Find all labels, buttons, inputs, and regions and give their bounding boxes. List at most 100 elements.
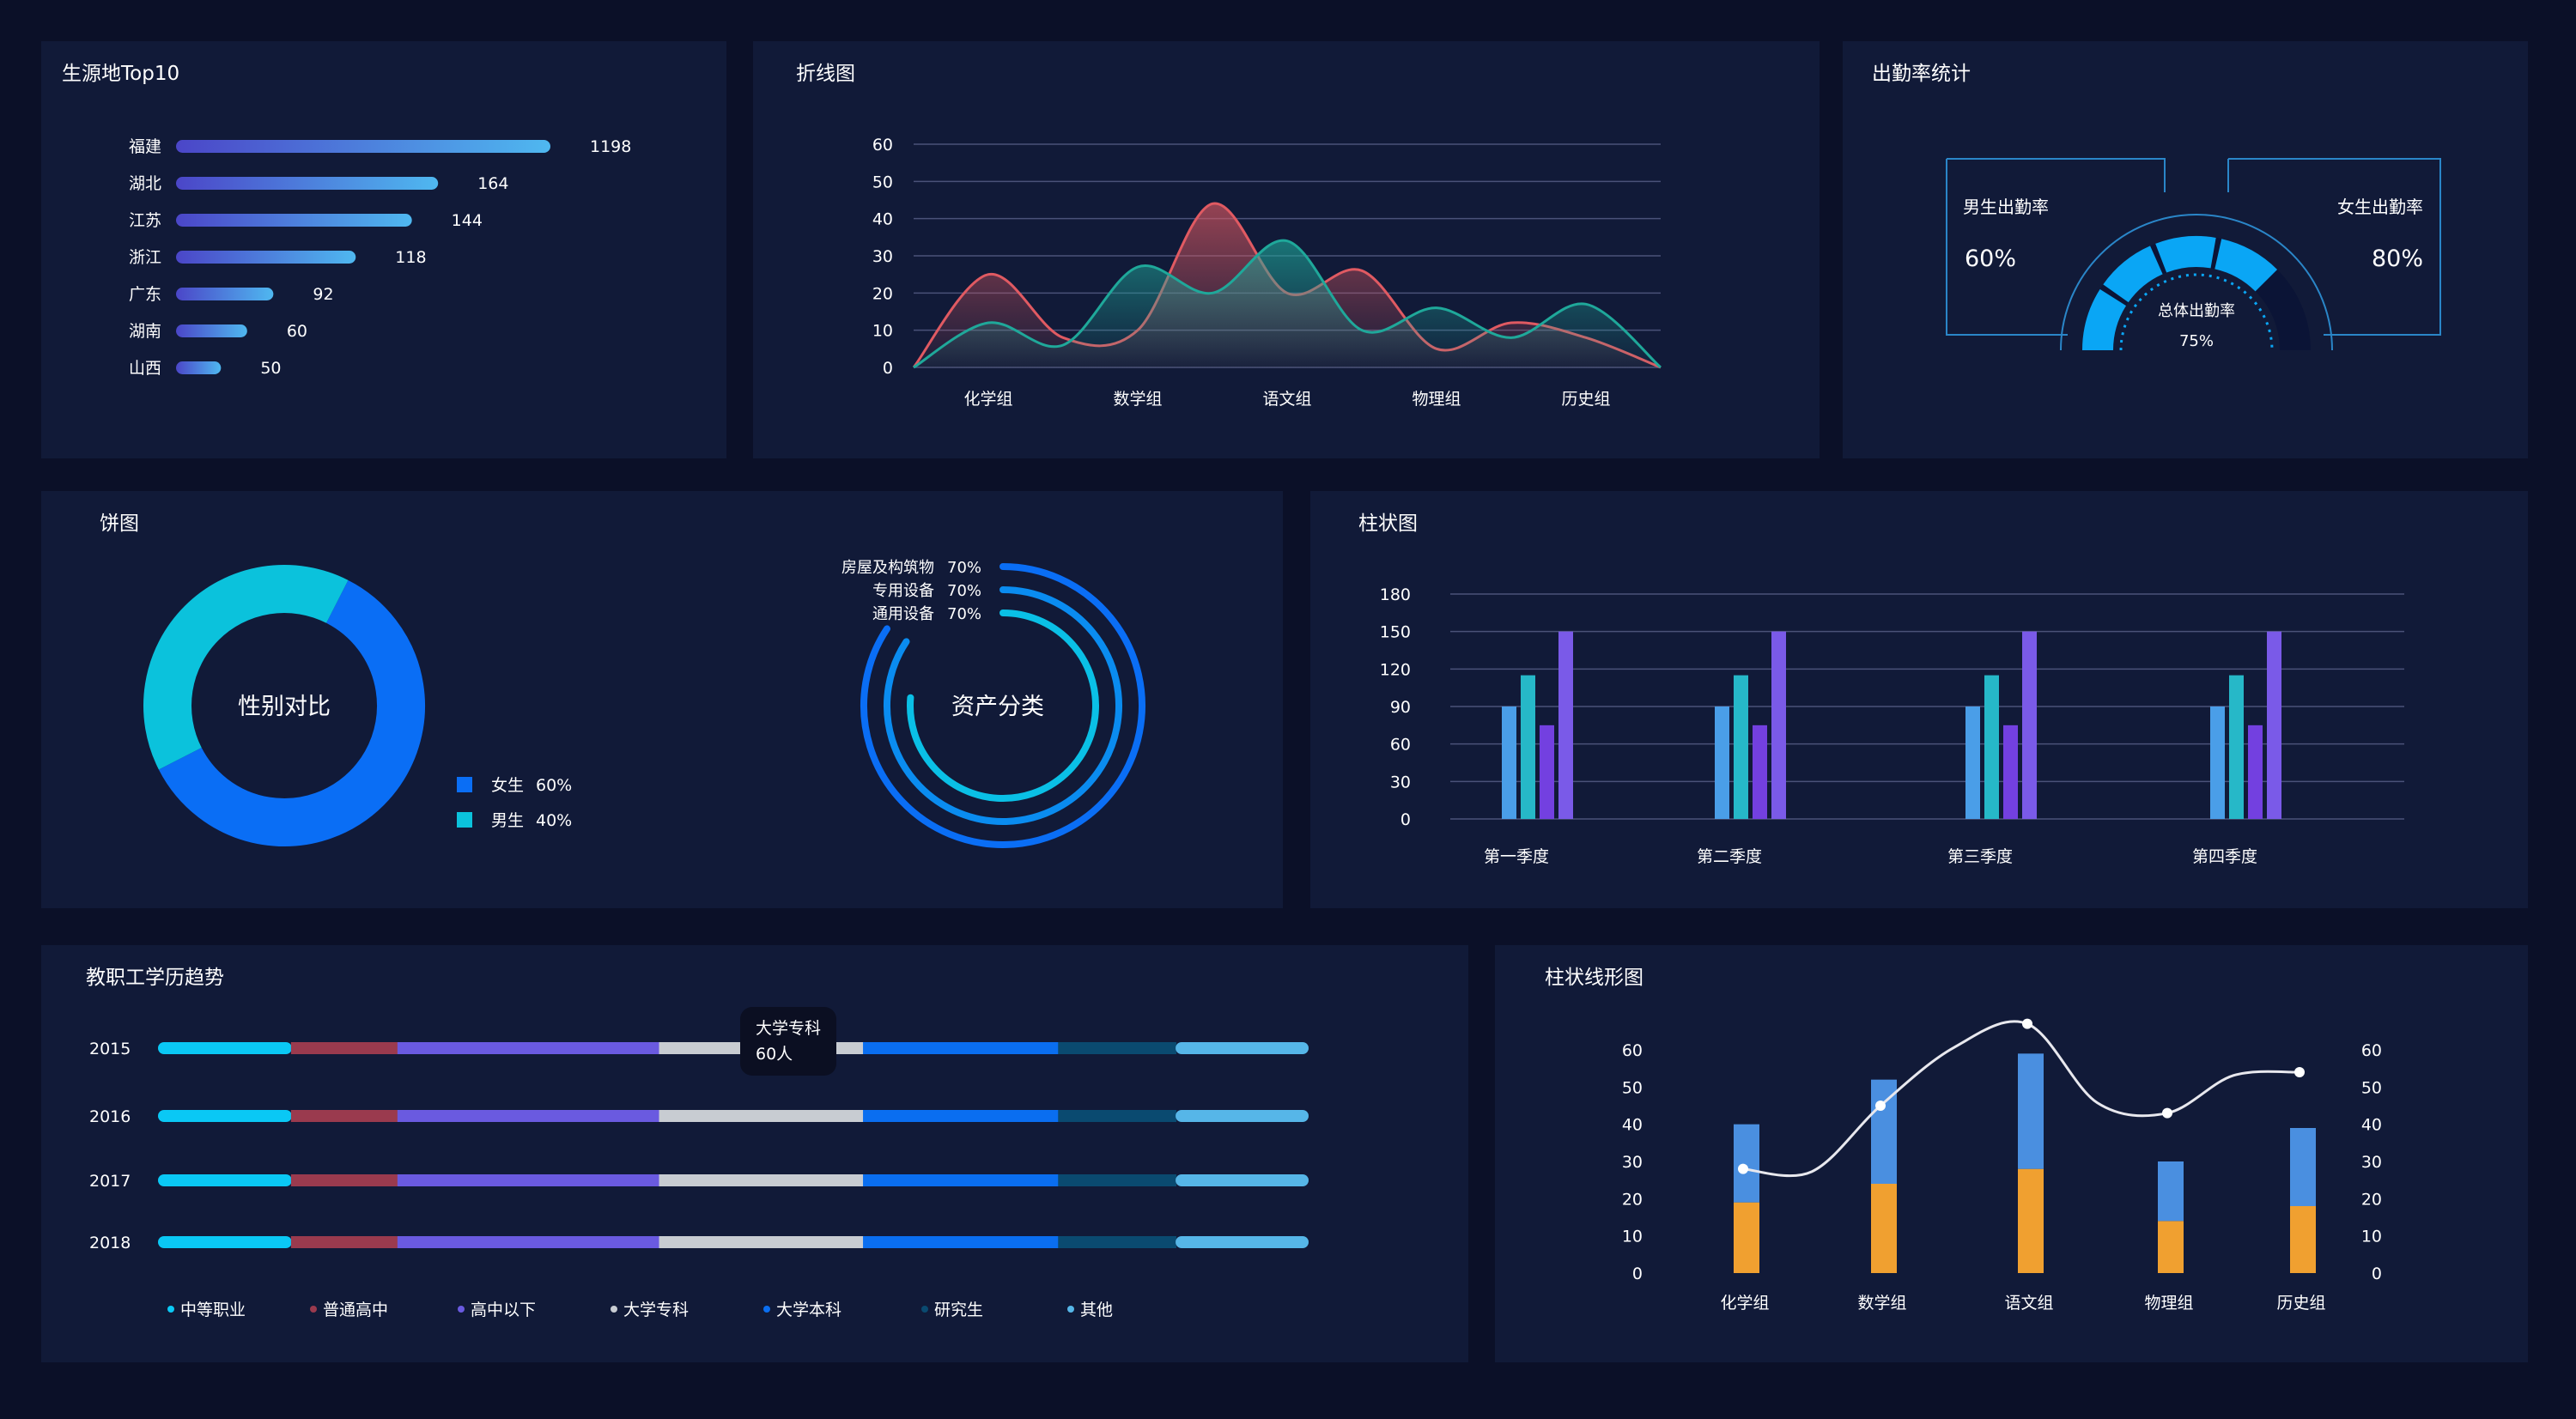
bar [2158,1221,2184,1273]
trend-point [2022,1018,2032,1029]
bar [2248,725,2263,819]
stacked-segment [290,1236,398,1248]
trend-point [1738,1163,1748,1174]
legend-dot [310,1306,317,1313]
stacked-segment [1058,1042,1177,1054]
bar [176,140,550,153]
y2-tick-label: 10 [2361,1228,2382,1246]
ring-value: 70% [947,605,981,623]
value-label: 118 [395,248,426,267]
panel-title: 折线图 [796,63,855,85]
bar [2210,706,2225,819]
stacked-segment [659,1174,865,1186]
y-tick-label: 150 [1380,623,1411,642]
y-tick-label: 0 [883,359,893,378]
panel-pie: 饼图 性别对比 女生 60% 男生 40% 房屋及构筑物 70% 专用设备 70% 通用设备 70%… [41,491,1283,908]
trend-point [2294,1067,2305,1077]
stacked-segment [1176,1236,1309,1248]
bar [2290,1128,2316,1206]
stacked-segment [397,1110,660,1122]
legend-dot [1067,1306,1074,1313]
x-tick-label: 第二季度 [1697,847,1762,866]
y-tick-label: 180 [1380,585,1411,604]
value-label: 50 [260,359,281,378]
legend-swatch [457,812,472,828]
x-tick-label: 物理组 [2144,1294,2193,1313]
y2-tick-label: 30 [2361,1153,2382,1172]
female-rate-label: 女生出勤率 [2337,197,2423,217]
y-tick-label: 60 [872,136,893,155]
x-tick-label: 第四季度 [2192,847,2257,866]
panel-attendance: 出勤率统计 男生出勤率 60% 女生出勤率 80% 总体出勤率 75% [1843,41,2528,458]
stacked-segment [1058,1110,1177,1122]
value-label: 1198 [590,137,631,156]
legend-dot [763,1306,770,1313]
panel-title: 教职工学历趋势 [86,967,224,989]
x-tick-label: 历史组 [1561,390,1610,409]
gauge-segment [2103,246,2164,303]
y2-tick-label: 0 [2372,1264,2382,1283]
y-tick-label: 0 [1400,810,1411,829]
bar [176,251,356,264]
trend-point [1875,1101,1886,1111]
stacked-segment [290,1042,398,1054]
legend-label: 男生 [491,811,524,830]
x-tick-label: 语文组 [2004,1294,2053,1313]
y-tick-label: 50 [872,173,893,191]
bar [1771,631,1786,819]
stacked-segment [158,1236,292,1248]
x-tick-label: 化学组 [963,390,1012,409]
panel-top10: 生源地Top10 福建 1198 湖北 164 江苏 144 浙江 118 广东 92 湖南 60 山西… [41,41,726,458]
bar [1558,631,1573,819]
pie-slice [158,579,425,846]
legend-value: 60% [536,776,572,795]
x-tick-label: 历史组 [2276,1294,2325,1313]
bar [2022,631,2037,819]
legend-label: 大学专科 [623,1301,689,1319]
stacked-segment [1176,1174,1309,1186]
y-tick-label: 20 [1622,1190,1643,1209]
stacked-segment [397,1042,660,1054]
bar [1521,675,1535,819]
trend-point [2162,1107,2172,1119]
bar [1502,706,1516,819]
chart-area: 0 10 20 30 40 50 60 化学组 数学组 语文组 物理组 历史组 [872,136,1662,409]
bar [176,288,274,300]
stacked-segment [863,1042,1060,1054]
bar [176,214,412,227]
panel-title: 柱状图 [1358,512,1418,535]
ring-arc [907,609,1099,802]
y-tick-label: 10 [872,322,893,341]
category-label: 2018 [89,1234,131,1252]
category-label: 广东 [129,285,161,304]
panel-bar: 柱状图 0 30 60 90 120 150 180 第一季度 第二季度 第三季度 第四季度 [1310,491,2528,908]
tooltip: 大学专科 60人 [740,1007,837,1076]
total-rate-label: 总体出勤率 [2158,302,2235,320]
y2-tick-label: 40 [2361,1116,2382,1135]
y-tick-label: 30 [1390,773,1411,791]
gauge-dots [2119,273,2274,351]
bar [1871,1079,1897,1184]
legend-label: 研究生 [934,1301,983,1319]
x-tick-label: 语文组 [1262,390,1311,409]
gauge-segment [2082,288,2127,351]
x-tick-label: 数学组 [1113,390,1162,409]
chart-barline: 0 0 10 10 20 20 30 30 40 40 50 50 60 60 化学组 数学组 语文组 物理组 历史… [1622,1018,2382,1313]
y-tick-label: 30 [872,247,893,266]
panel-title: 生源地Top10 [62,63,180,85]
y2-tick-label: 20 [2361,1190,2382,1209]
bar [1734,1124,1759,1203]
legend-label: 中等职业 [180,1301,246,1319]
ring-value: 70% [947,559,981,577]
tooltip-title: 大学专科 [756,1019,822,1038]
tooltip-value: 60人 [756,1045,793,1064]
category-label: 2016 [89,1107,131,1126]
male-rate-label: 男生出勤率 [1963,197,2049,217]
panel-title: 出勤率统计 [1872,63,1971,85]
x-tick-label: 数学组 [1857,1294,1906,1313]
value-label: 164 [477,174,508,193]
bar [1753,725,1767,819]
chart-gauge: 男生出勤率 60% 女生出勤率 80% 总体出勤率 75% [1946,158,2441,351]
ring-label: 专用设备 [872,582,934,600]
